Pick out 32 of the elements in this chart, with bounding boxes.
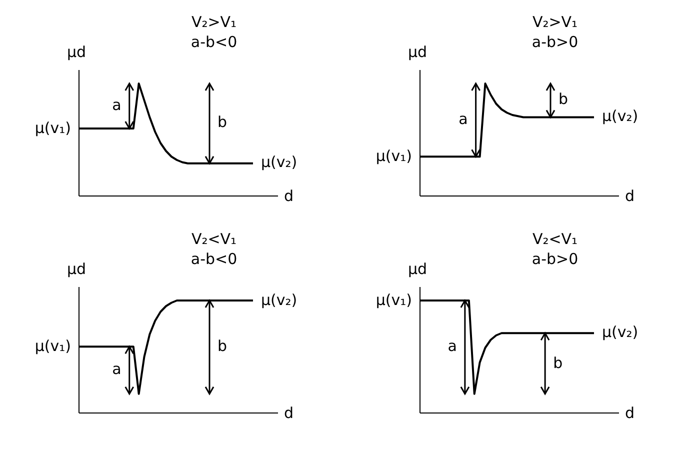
x-axis-title: d — [625, 404, 635, 422]
x-axis-title: d — [625, 187, 635, 205]
annotation: b — [553, 354, 563, 372]
annotation: a — [448, 337, 457, 356]
y-axis-title: μd — [67, 43, 86, 61]
chart-title: V₂<V₁ — [531, 230, 579, 248]
text: μ(v₁) — [34, 336, 71, 355]
y-axis-title: μd — [408, 43, 428, 61]
x-axis-title: d — [284, 404, 294, 422]
text: μ(v₂) — [261, 290, 298, 308]
chart-title: V₂>V₁ — [531, 13, 579, 31]
y-axis-title: μd — [408, 260, 428, 278]
annotation: b — [218, 337, 228, 356]
text: μ(v₂) — [602, 107, 638, 126]
chart-subtitle: a-b>0 — [530, 250, 580, 268]
annotation: b — [558, 90, 568, 108]
annotation: a — [112, 360, 122, 378]
text: μ(v₁) — [34, 118, 71, 136]
text: μ(v₁) — [376, 146, 412, 165]
x-axis-title: d — [284, 187, 294, 205]
text: μ(v₂) — [602, 323, 638, 342]
chart-title: V₂<V₁ — [190, 230, 238, 248]
chart-title: V₂>V₁ — [190, 13, 238, 31]
text: μ(v₁) — [376, 290, 412, 308]
y-axis-title: μd — [67, 260, 86, 278]
annotation: a — [458, 110, 468, 128]
annotation: a — [112, 96, 122, 114]
chart-subtitle: a-b<0 — [190, 33, 238, 51]
chart-subtitle: a-b>0 — [530, 33, 580, 51]
chart-subtitle: a-b<0 — [190, 250, 238, 268]
text: μ(v₂) — [261, 153, 298, 172]
annotation: b — [218, 113, 228, 132]
